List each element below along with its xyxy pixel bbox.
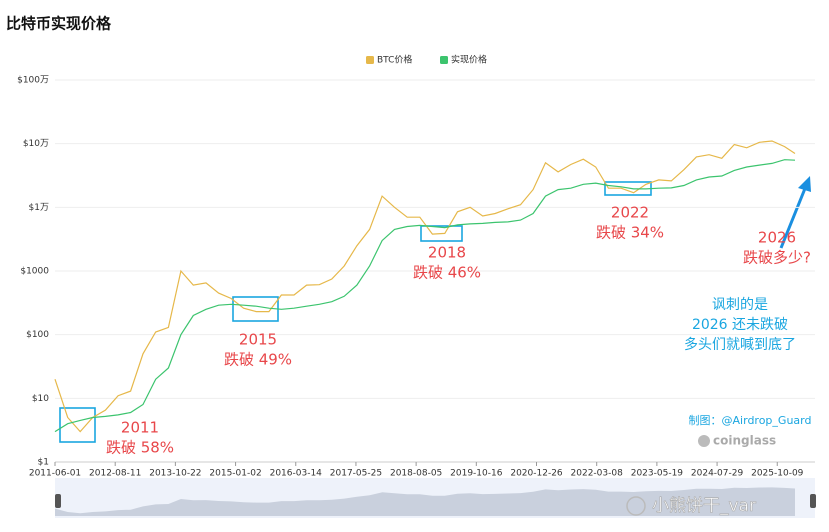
x-tick-label: 2015-01-02 bbox=[209, 469, 261, 479]
arrow-shaft bbox=[779, 185, 808, 249]
navigator-area bbox=[55, 487, 795, 516]
x-tick-label: 2019-10-16 bbox=[450, 469, 503, 479]
x-tick-label: 2025-10-09 bbox=[751, 469, 804, 479]
box-2018 bbox=[420, 225, 463, 242]
annotation: 跌破 49% bbox=[224, 351, 292, 369]
y-tick-label: $1 bbox=[38, 458, 49, 468]
chart-title: 比特币实现价格 bbox=[6, 15, 112, 33]
annotation: 2011 bbox=[121, 419, 159, 437]
annotation: 跌破 58% bbox=[106, 439, 174, 457]
annotation: 讽刺的是 bbox=[712, 297, 768, 313]
y-tick-label: $100万 bbox=[17, 76, 49, 86]
x-tick-label: 2012-08-11 bbox=[89, 469, 141, 479]
y-tick-label: $1000 bbox=[20, 267, 49, 277]
annotation: 2022 bbox=[611, 204, 649, 222]
x-tick-label: 2016-03-14 bbox=[270, 469, 323, 479]
annotation: 2026 bbox=[758, 229, 796, 247]
navigator-handle bbox=[55, 494, 61, 508]
annotation: 多头们就喊到底了 bbox=[684, 336, 796, 353]
legend-label: BTC价格 bbox=[377, 54, 412, 66]
box-2011 bbox=[59, 407, 96, 443]
x-tick-label: 2018-08-05 bbox=[390, 469, 442, 479]
annotation: 跌破 46% bbox=[413, 264, 481, 282]
legend-label: 实现价格 bbox=[451, 54, 487, 66]
annotation: 2015 bbox=[239, 331, 277, 349]
arrow bbox=[779, 176, 811, 249]
logo-icon bbox=[698, 435, 710, 447]
highlight-boxes bbox=[59, 181, 652, 443]
legend-swatch bbox=[366, 56, 374, 64]
x-tick-label: 2022-03-08 bbox=[571, 469, 624, 479]
x-tick-label: 2020-12-26 bbox=[510, 469, 563, 479]
series-line bbox=[54, 159, 796, 433]
x-tick-label: 2024-07-29 bbox=[691, 469, 744, 479]
x-tick-label: 2011-06-01 bbox=[29, 469, 81, 479]
x-tick-label: 2017-05-25 bbox=[330, 469, 382, 479]
y-tick-label: $10 bbox=[32, 394, 49, 404]
x-tick-label: 2013-10-22 bbox=[149, 469, 201, 479]
legend-swatch bbox=[440, 56, 448, 64]
credit: 制图：@Airdrop_Guard bbox=[689, 414, 812, 427]
annotation: 2018 bbox=[428, 244, 466, 262]
navigator-handle bbox=[810, 494, 816, 508]
arrow-head bbox=[798, 176, 811, 192]
y-tick-label: $10万 bbox=[23, 139, 49, 149]
y-tick-label: $100 bbox=[26, 330, 49, 340]
annotation: 跌破多少? bbox=[743, 249, 811, 267]
watermark: 小熊饼干_var bbox=[652, 496, 756, 516]
series-line bbox=[54, 140, 796, 433]
x-tick-label: 2023-05-19 bbox=[631, 469, 684, 479]
y-tick-label: $1万 bbox=[29, 203, 49, 213]
annotation: 2026 还未跌破 bbox=[692, 317, 788, 333]
annotation: 跌破 34% bbox=[596, 224, 664, 242]
logo: coinglass bbox=[713, 434, 776, 448]
watermark-icon bbox=[626, 496, 646, 516]
